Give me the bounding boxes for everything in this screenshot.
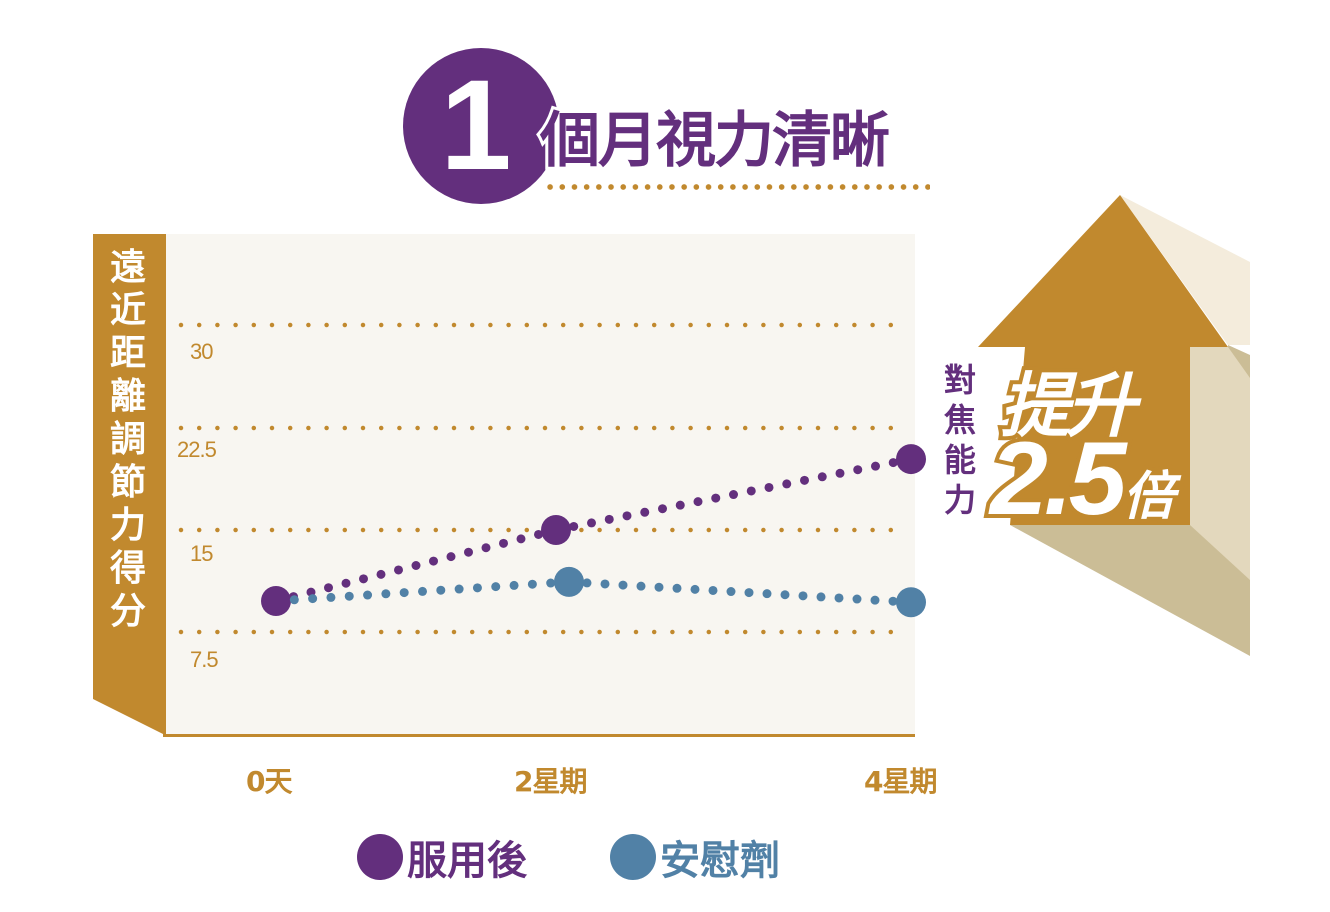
legend-label-treatment: 服用後: [407, 838, 527, 884]
y-axis-label-banner: [93, 234, 163, 734]
data-point: [896, 444, 926, 475]
legend-dot-treatment: [357, 834, 403, 880]
y-tick-7-5: 7.5: [190, 647, 219, 672]
x-tick-day0: 0天: [246, 765, 292, 798]
callout-label: 對焦能力: [942, 359, 978, 521]
title-number-circle: [403, 48, 559, 204]
title-underline-dots: [544, 184, 930, 190]
chart-title: 個月視力清晰: [537, 103, 893, 179]
legend-dot-placebo: [610, 834, 656, 880]
title-number: 1: [440, 54, 512, 197]
x-tick-week4: 4星期: [864, 765, 937, 798]
data-point: [554, 566, 584, 597]
callout-multiplier: 2.5倍: [986, 417, 1179, 541]
y-tick-22-5: 22.5: [177, 437, 217, 462]
legend-item-placebo: 安慰劑: [610, 828, 780, 886]
data-point: [261, 586, 291, 616]
callout-increase: 提升: [996, 361, 1140, 451]
callout-number: 2.5: [986, 417, 1131, 541]
legend-item-treatment: 服用後: [357, 828, 527, 886]
data-point: [896, 587, 926, 618]
legend-label-placebo: 安慰劑: [660, 838, 780, 884]
y-tick-15: 15: [190, 541, 214, 566]
y-tick-30: 30: [190, 339, 214, 364]
x-tick-week2: 2星期: [514, 765, 587, 798]
series-placebo: [289, 566, 926, 618]
series-treatment: [261, 444, 926, 616]
data-point: [541, 515, 571, 545]
callout-unit: 倍: [1119, 463, 1179, 531]
y-axis-label: 遠近距離調節力得分: [109, 247, 146, 632]
